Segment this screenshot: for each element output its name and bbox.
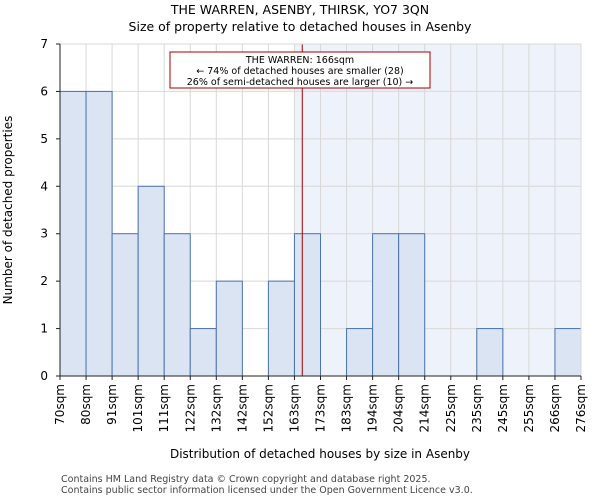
bar-80sqm <box>85 90 113 377</box>
x-tick-label: 70sqm <box>53 384 67 425</box>
bar-91sqm <box>111 233 139 377</box>
x-tick-label: 111sqm <box>157 384 171 432</box>
footer-licence: Contains public sector information licen… <box>61 485 473 496</box>
x-tick-label: 235sqm <box>470 384 484 432</box>
x-tick-label: 276sqm <box>574 384 588 432</box>
y-tick-label: 5 <box>40 132 48 146</box>
y-tick-label: 6 <box>40 84 48 98</box>
x-tick-label: 173sqm <box>314 384 328 432</box>
y-tick-label: 7 <box>40 37 48 51</box>
x-tick-label: 266sqm <box>548 384 562 432</box>
x-tick-label: 80sqm <box>79 384 93 425</box>
chart-title: THE WARREN, ASENBY, THIRSK, YO7 3QN <box>170 2 430 17</box>
x-tick-label: 142sqm <box>235 384 249 432</box>
bars <box>59 90 582 377</box>
annotation-box: THE WARREN: 166sqm ← 74% of detached hou… <box>169 51 431 89</box>
x-tick-label: 194sqm <box>366 384 380 432</box>
annotation-line-1: THE WARREN: 166sqm <box>245 55 354 66</box>
x-tick-labels: 70sqm 80sqm 91sqm 101sqm 111sqm 122sqm 132sqm 1… <box>53 376 588 432</box>
chart-subtitle: Size of property relative to detached ho… <box>128 19 472 34</box>
x-tick-label: 204sqm <box>392 384 406 432</box>
x-tick-label: 214sqm <box>418 384 432 432</box>
annotation-line-2: ← 74% of detached houses are smaller (28… <box>196 66 403 77</box>
bar-70sqm <box>59 90 87 377</box>
bar-266sqm <box>554 328 582 377</box>
y-tick-label: 1 <box>40 322 48 336</box>
x-tick-label: 152sqm <box>261 384 275 432</box>
bar-235sqm <box>476 328 504 377</box>
y-axis-label: Number of detached properties <box>1 116 15 305</box>
x-tick-label: 255sqm <box>522 384 536 432</box>
footer-copyright: Contains HM Land Registry data © Crown c… <box>61 474 431 485</box>
annotation-line-3: 26% of semi-detached houses are larger (… <box>187 77 414 88</box>
x-tick-label: 163sqm <box>287 384 301 432</box>
x-tick-label: 101sqm <box>131 384 145 432</box>
x-tick-label: 225sqm <box>444 384 458 432</box>
highlight-region <box>294 44 581 376</box>
bar-111sqm <box>163 233 191 377</box>
bar-194sqm <box>372 233 400 377</box>
x-tick-label: 91sqm <box>105 384 119 425</box>
bar-204sqm <box>398 233 426 377</box>
x-tick-label: 132sqm <box>209 384 223 432</box>
bar-101sqm <box>137 185 165 377</box>
y-tick-labels: 0 1 2 3 4 5 6 7 <box>40 37 60 383</box>
y-tick-label: 4 <box>40 179 48 193</box>
bar-132sqm <box>215 280 243 377</box>
x-tick-label: 122sqm <box>183 384 197 432</box>
bar-122sqm <box>189 328 217 377</box>
x-tick-label: 183sqm <box>340 384 354 432</box>
y-tick-label: 2 <box>40 274 48 288</box>
x-tick-label: 245sqm <box>496 384 510 432</box>
y-tick-label: 0 <box>40 369 48 383</box>
y-tick-label: 3 <box>40 227 48 241</box>
bar-183sqm <box>346 328 374 377</box>
bar-152sqm <box>267 280 295 377</box>
x-axis-label: Distribution of detached houses by size … <box>170 447 470 461</box>
bar-163sqm <box>293 233 322 377</box>
